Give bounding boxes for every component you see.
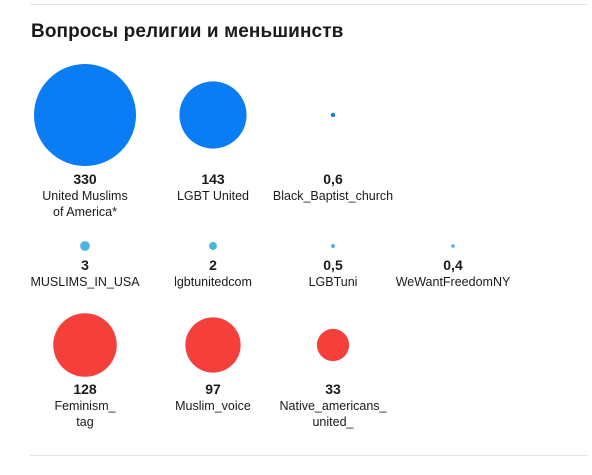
bubble-label: LGBTuni bbox=[308, 275, 358, 289]
bubble-1-3 bbox=[451, 244, 455, 248]
top-divider bbox=[30, 4, 588, 5]
bubble-caption: 330 United Muslims of America* bbox=[15, 171, 155, 220]
bubble-caption: 0,4 WeWantFreedomNY bbox=[383, 257, 523, 290]
bubble-2-2 bbox=[316, 328, 350, 362]
bubble-2-0 bbox=[53, 313, 117, 377]
bubble-value: 33 bbox=[325, 381, 341, 397]
bubble-label: Native_americans_ united_ bbox=[279, 399, 387, 429]
chart-title: Вопросы религии и меньшинств bbox=[31, 21, 344, 42]
bubble-label: Black_Baptist_church bbox=[272, 189, 394, 203]
bubble-1-0 bbox=[80, 241, 90, 251]
bubble-label: lgbtunitedcom bbox=[174, 275, 252, 289]
bubble-2-1 bbox=[185, 317, 241, 373]
bubble-value: 0,6 bbox=[323, 171, 343, 187]
bubble-caption: 33 Native_americans_ united_ bbox=[263, 381, 403, 430]
bubble-1-2 bbox=[331, 244, 335, 248]
bubble-value: 0,4 bbox=[443, 257, 463, 273]
bubble-0-2 bbox=[330, 112, 336, 118]
bubble-caption: 0,6 Black_Baptist_church bbox=[263, 171, 403, 204]
bubble-caption: 97 Muslim_voice bbox=[143, 381, 283, 414]
bubble-caption: 143 LGBT United bbox=[143, 171, 283, 204]
bubble-caption: 0,5 LGBTuni bbox=[263, 257, 403, 290]
bubble-label: Muslim_voice bbox=[175, 399, 251, 413]
bubble-value: 143 bbox=[201, 171, 225, 187]
bubble-label: LGBT United bbox=[176, 189, 250, 203]
bubble-value: 3 bbox=[81, 257, 89, 273]
bubble-1-1 bbox=[209, 242, 217, 250]
bubble-caption: 3 MUSLIMS_IN_USA bbox=[15, 257, 155, 290]
bubble-caption: 2 lgbtunitedcom bbox=[143, 257, 283, 290]
bottom-divider bbox=[30, 455, 588, 456]
bubble-value: 0,5 bbox=[323, 257, 343, 273]
bubble-label: Feminism_ tag bbox=[54, 399, 116, 429]
bubble-caption: 128 Feminism_ tag bbox=[15, 381, 155, 430]
bubble-value: 2 bbox=[209, 257, 217, 273]
bubble-label: WeWantFreedomNY bbox=[395, 275, 511, 289]
bubble-value: 128 bbox=[73, 381, 97, 397]
bubble-label: United Muslims of America* bbox=[42, 189, 128, 219]
bubble-value: 97 bbox=[205, 381, 221, 397]
bubble-value: 330 bbox=[73, 171, 97, 187]
bubble-0-1 bbox=[179, 81, 247, 149]
bubble-0-0 bbox=[34, 64, 136, 166]
bubble-label: MUSLIMS_IN_USA bbox=[30, 275, 140, 289]
